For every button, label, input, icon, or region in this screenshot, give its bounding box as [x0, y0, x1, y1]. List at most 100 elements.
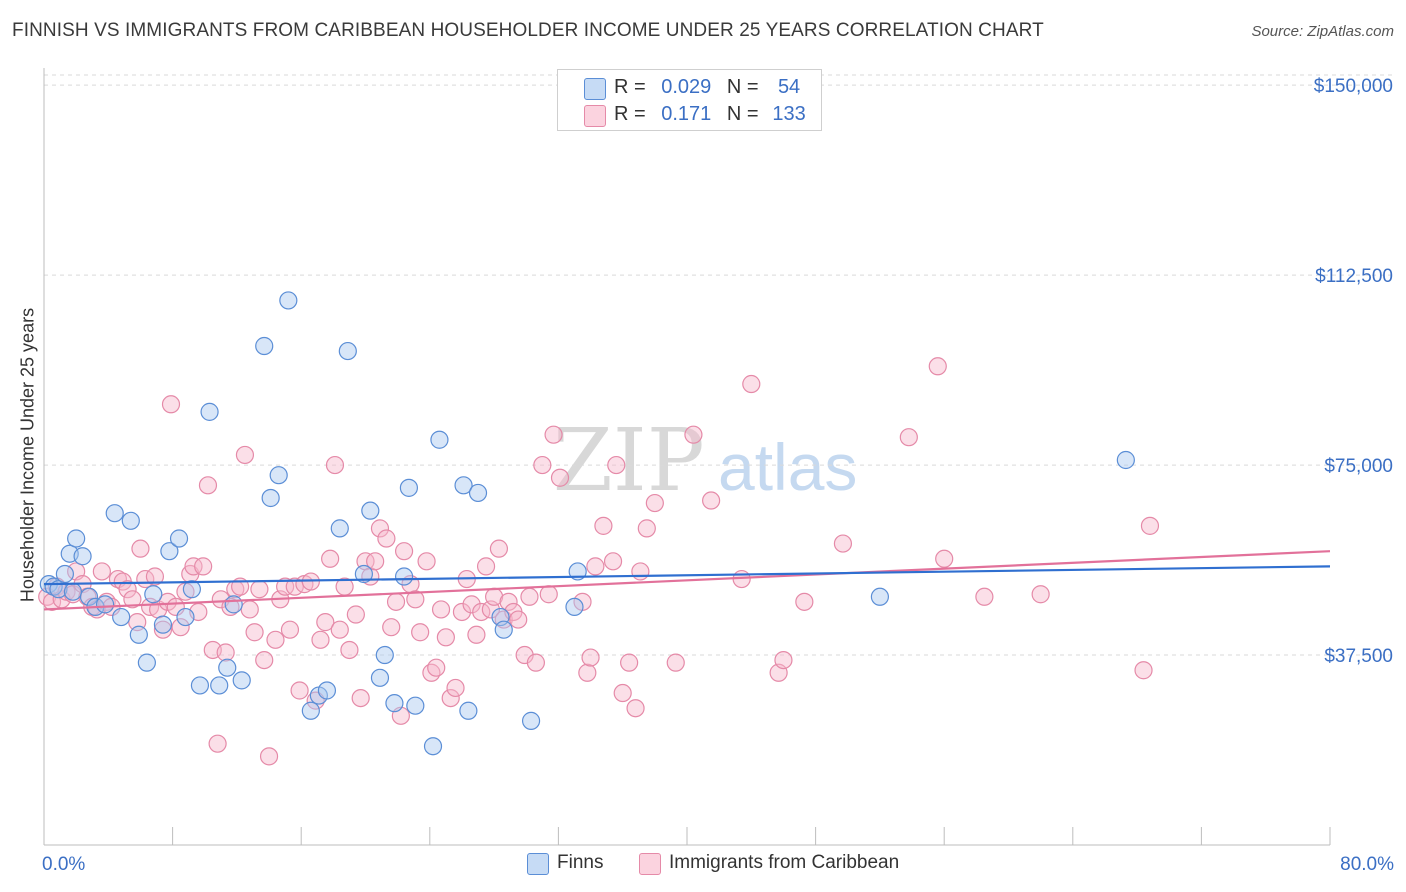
caribbean-point	[586, 557, 605, 576]
finns-point	[330, 519, 349, 538]
y-tick-label: $112,500	[1315, 266, 1393, 287]
caribbean-point	[520, 587, 539, 606]
finns-point	[218, 658, 237, 677]
caribbean-point	[795, 592, 814, 611]
caribbean-point	[123, 590, 142, 609]
caribbean-point	[250, 580, 269, 599]
y-tick-label: $150,000	[1314, 76, 1393, 97]
finns-point	[105, 504, 124, 523]
caribbean-point	[645, 493, 664, 513]
caribbean-point	[436, 628, 455, 647]
bottom-legend-label-caribbean: Immigrants from Caribbean	[669, 852, 900, 873]
trend-lines	[43, 550, 1331, 611]
caribbean-point	[321, 549, 340, 568]
finns-point	[137, 653, 156, 672]
finns-point	[160, 542, 179, 561]
caribbean-point	[476, 557, 496, 576]
legend-carib-n-label: N =	[726, 103, 759, 125]
bottom-legend-swatch-caribbean	[639, 853, 661, 875]
finns-point	[200, 402, 219, 421]
axes	[43, 68, 1331, 846]
finns-point	[317, 681, 337, 700]
finns-point	[399, 478, 419, 497]
trend-line-caribbean	[43, 550, 1331, 611]
watermark-atlas: atlas	[718, 430, 857, 504]
finns-point	[182, 580, 201, 599]
finns-point	[430, 430, 449, 449]
legend-finns-n-value: 54	[777, 76, 801, 98]
watermark: ZIP atlas	[553, 411, 857, 511]
finns-point	[224, 595, 243, 614]
finns-point	[1116, 450, 1135, 470]
caribbean-point	[194, 557, 213, 576]
caribbean-point	[684, 425, 703, 444]
caribbean-point	[411, 623, 430, 642]
caribbean-point	[351, 688, 370, 708]
caribbean-point	[427, 658, 446, 677]
caribbean-point	[499, 592, 518, 611]
tick-labels: $37,500 $75,000 $112,500 $150,000 0.0% 80.0%	[42, 76, 1394, 875]
finns-point	[144, 585, 163, 604]
caribbean-point	[325, 455, 345, 475]
caribbean-point	[346, 605, 365, 624]
caribbean-point	[1140, 516, 1160, 535]
caribbean-point	[702, 491, 721, 510]
caribbean-point	[603, 552, 623, 571]
caribbean-point	[406, 590, 425, 609]
legend-finns-r-value: 0.029	[661, 76, 712, 98]
caribbean-point	[607, 455, 626, 475]
caribbean-point	[280, 620, 300, 639]
caribbean-point	[370, 519, 390, 538]
caribbean-point	[631, 562, 650, 581]
caribbean-point	[276, 577, 295, 596]
caribbean-point	[1031, 585, 1050, 604]
caribbean-point	[255, 650, 274, 670]
caribbean-point	[526, 653, 545, 672]
finns-point	[279, 291, 298, 310]
bottom-legend-swatch-finns	[527, 853, 549, 875]
caribbean-point	[386, 592, 406, 611]
caribbean-point	[290, 681, 309, 700]
caribbean-point	[928, 357, 947, 376]
watermark-zip: ZIP	[553, 411, 705, 511]
finns-point	[354, 564, 373, 584]
caribbean-point	[833, 534, 853, 553]
caribbean-point	[316, 613, 335, 632]
caribbean-point	[422, 663, 441, 682]
finns-point	[176, 607, 195, 627]
finns-point	[870, 587, 890, 606]
caribbean-point	[446, 678, 465, 698]
finns-point	[67, 529, 86, 548]
finns-point	[459, 701, 478, 720]
caribbean-point	[161, 395, 181, 414]
finns-point	[95, 595, 115, 614]
source-label: Source: ZipAtlas.com	[1251, 23, 1394, 40]
caribbean-point	[544, 425, 563, 444]
caribbean-point	[533, 455, 552, 475]
caribbean-point	[550, 468, 570, 487]
finns-point	[112, 607, 131, 627]
caribbean-point	[417, 552, 436, 571]
caribbean-point	[509, 610, 528, 629]
finns-point	[153, 615, 173, 634]
caribbean-point	[311, 630, 330, 649]
caribbean-point	[330, 620, 349, 639]
y-tick-label: $37,500	[1324, 646, 1393, 667]
caribbean-point	[626, 699, 645, 718]
trend-line-finns	[43, 565, 1331, 586]
caribbean-point	[259, 747, 279, 766]
finns-point	[269, 466, 288, 485]
finns-point	[44, 577, 63, 596]
finns-point	[565, 597, 584, 617]
finns-point	[232, 671, 251, 690]
caribbean-point	[613, 683, 632, 703]
caribbean-point	[441, 688, 460, 708]
finns-point	[338, 341, 357, 361]
correlation-legend: R = 0.029 N = 54 R = 0.171 N = 133	[557, 69, 822, 131]
finns-point	[385, 694, 404, 713]
caribbean-point	[581, 648, 600, 667]
bottom-legend-label-finns: Finns	[557, 852, 604, 873]
series-finns-points	[39, 291, 1135, 756]
caribbean-point	[774, 650, 793, 670]
caribbean-point	[216, 643, 235, 662]
